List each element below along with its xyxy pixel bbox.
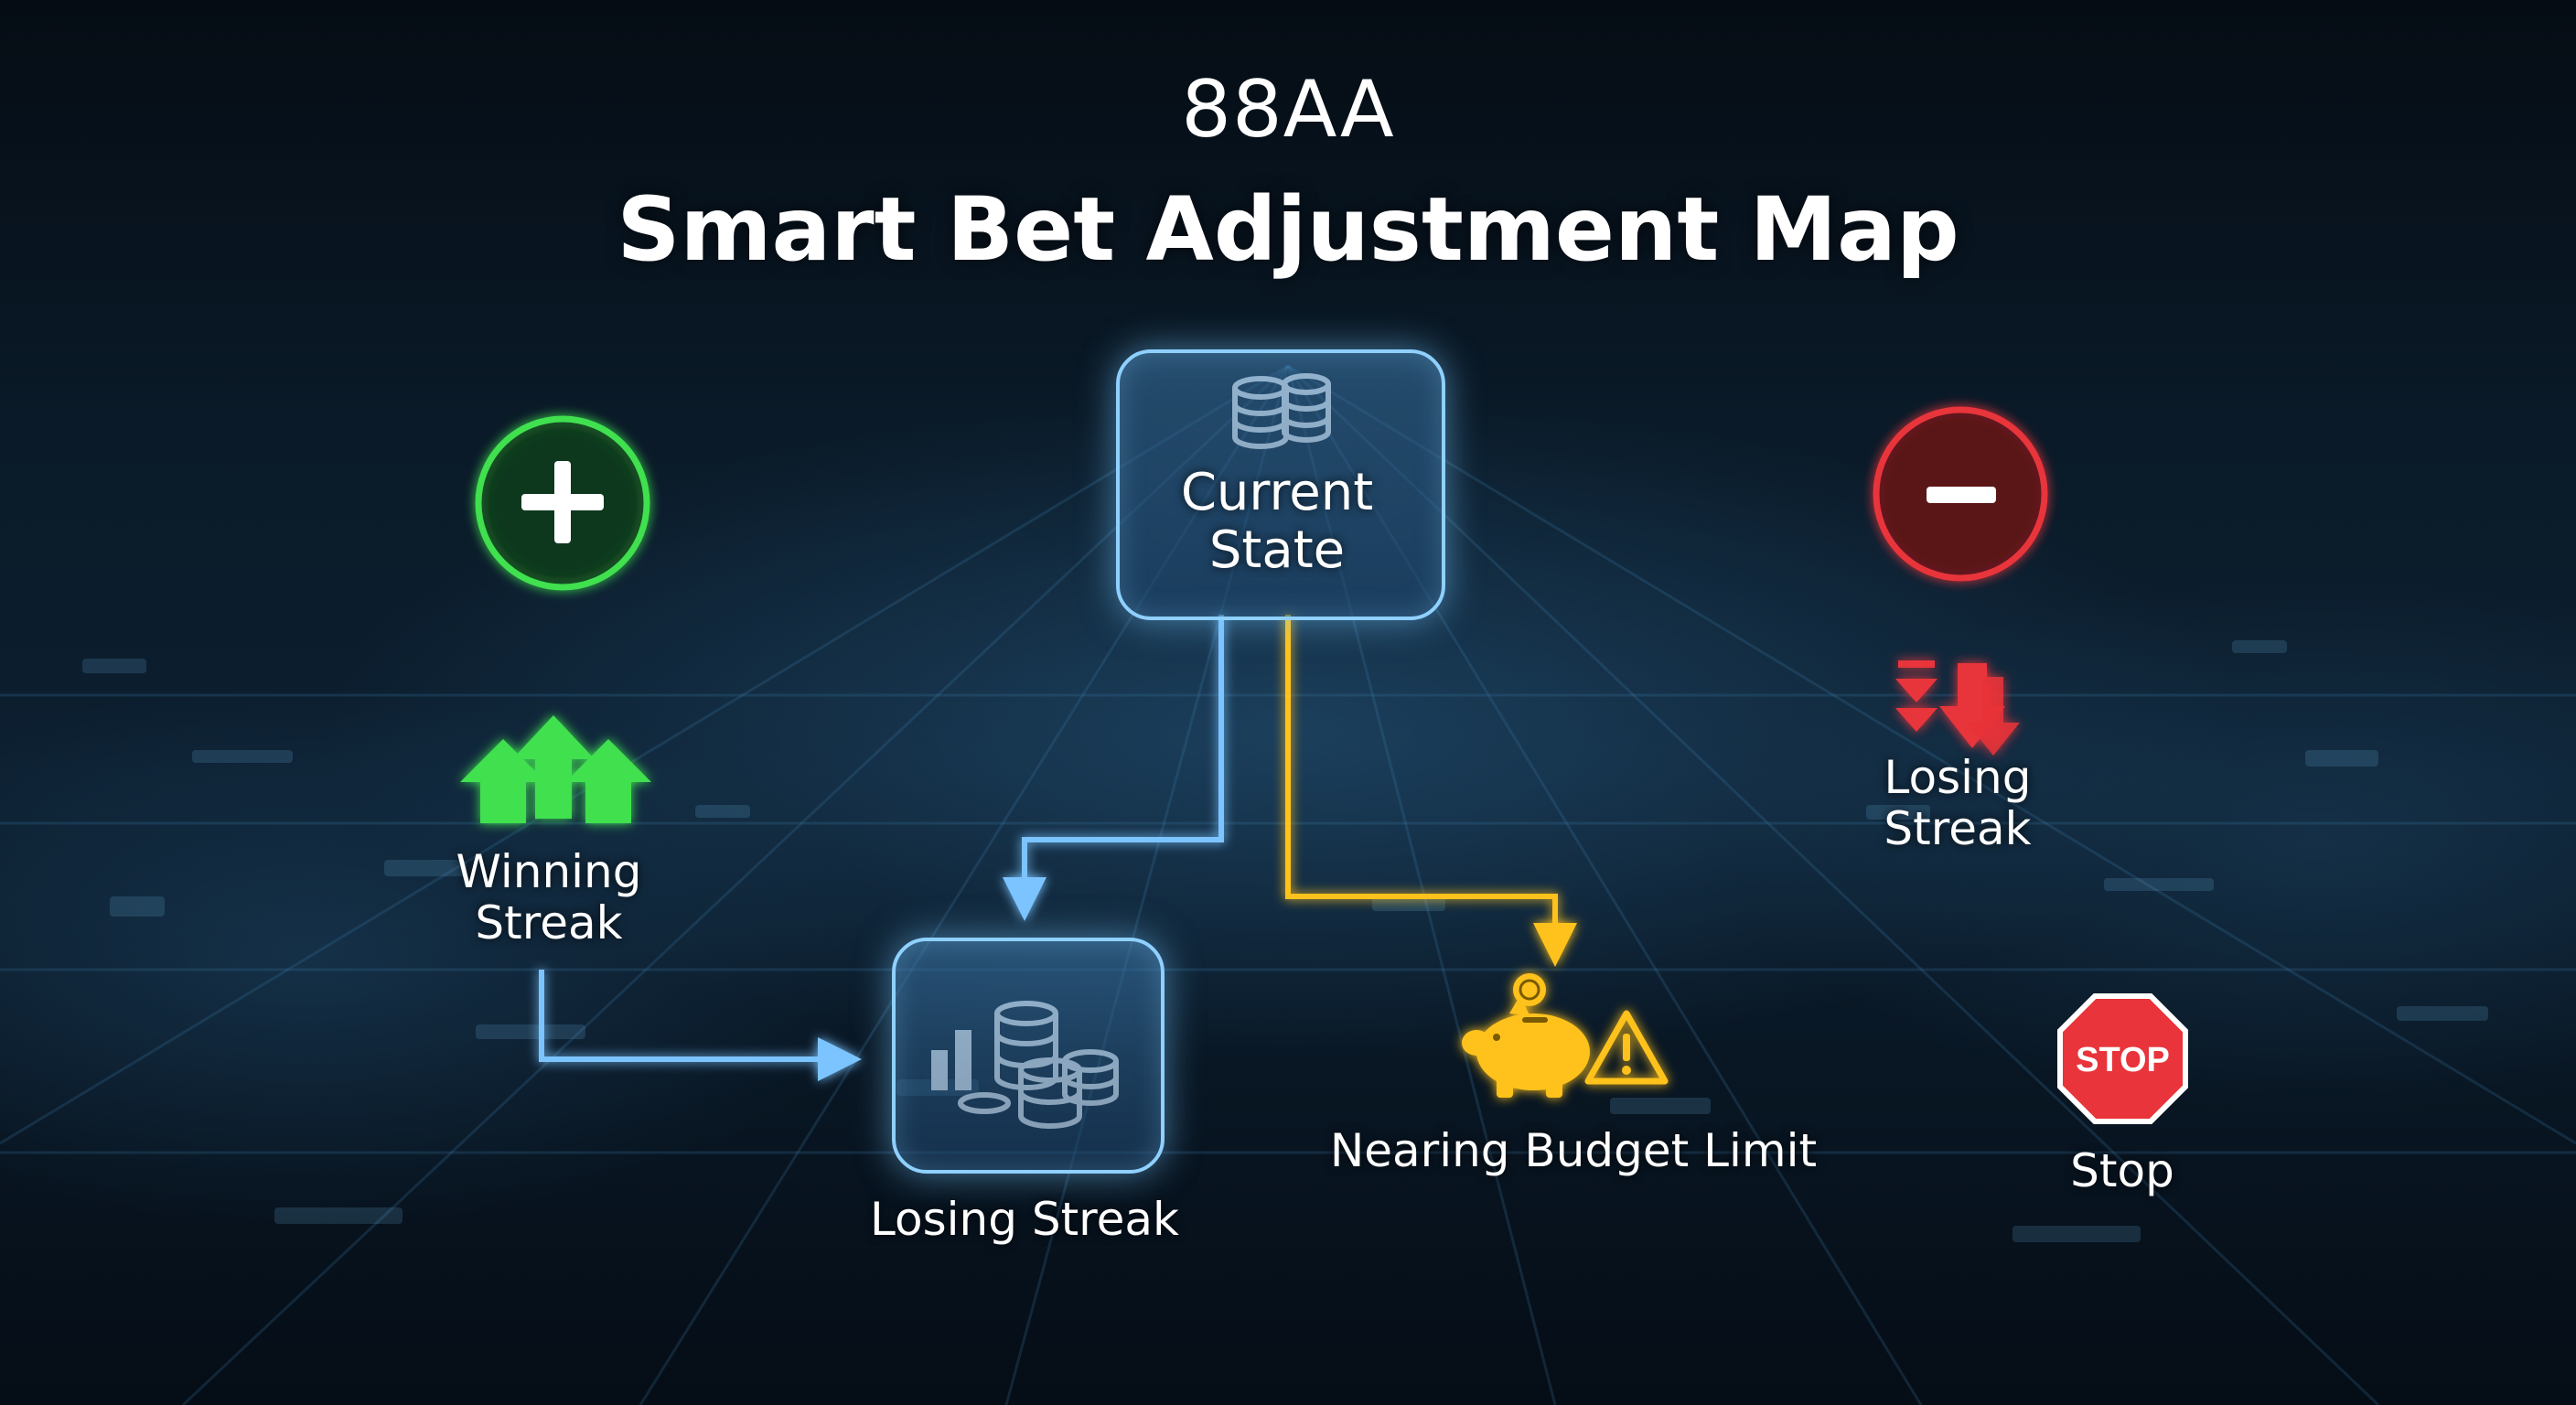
current-state-label-line1: Current [1180, 463, 1374, 522]
losing-streak-bottom-label: Losing Streak [870, 1193, 1179, 1246]
budget-limit-label: Nearing Budget Limit [1329, 1124, 1818, 1177]
current-state-box [1116, 349, 1445, 620]
connector-current-to-budget [1285, 615, 1577, 967]
up-arrows-icon [460, 715, 651, 823]
connector-winning-to-losing-box [539, 970, 862, 1081]
down-arrows-icon [1895, 660, 2020, 756]
page-title: Smart Bet Adjustment Map [617, 178, 1959, 281]
stop-sign-icon: STOP [2057, 993, 2188, 1124]
winning-streak-label-line2: Streak [475, 896, 623, 949]
current-state-label: Current State [1116, 463, 1438, 580]
losing-streak-right-label-line2: Streak [1884, 802, 2032, 855]
warning-icon [1584, 1010, 1669, 1085]
losing-streak-right-label: Losing Streak [1820, 752, 2095, 854]
piggy-bank-icon [1462, 973, 1590, 1098]
winning-streak-label-line1: Winning [456, 845, 642, 898]
plus-icon [521, 461, 604, 543]
stop-sign-text: STOP [2076, 1041, 2170, 1079]
brand-logo: 88AA [1181, 64, 1395, 156]
losing-streak-box [892, 938, 1165, 1174]
winning-streak-label: Winning Streak [412, 846, 686, 949]
losing-streak-right-label-line1: Losing [1884, 751, 2032, 804]
current-state-label-line2: State [1208, 520, 1346, 580]
minus-icon [1927, 487, 1996, 503]
connector-current-to-losing-box [1003, 615, 1224, 921]
stop-label: Stop [2070, 1144, 2174, 1197]
